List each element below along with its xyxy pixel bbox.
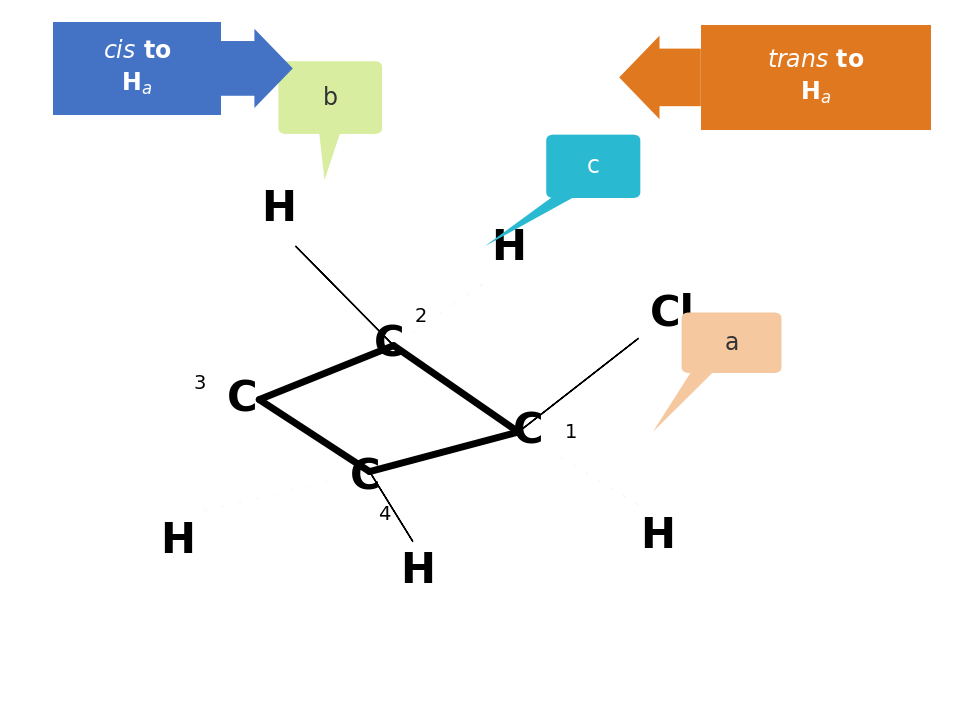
Text: C: C (349, 456, 380, 498)
Text: H: H (261, 188, 296, 230)
Text: 2: 2 (415, 307, 426, 326)
Text: H: H (400, 550, 435, 592)
Polygon shape (221, 29, 293, 108)
Text: 4: 4 (378, 505, 390, 524)
FancyBboxPatch shape (701, 25, 931, 130)
FancyBboxPatch shape (682, 312, 781, 373)
Text: H: H (492, 228, 526, 269)
FancyBboxPatch shape (53, 22, 221, 115)
Text: 3: 3 (194, 374, 205, 393)
Polygon shape (296, 246, 394, 346)
Text: C: C (513, 411, 543, 453)
Text: $\it{trans}$ to
H$_a$: $\it{trans}$ to H$_a$ (767, 48, 865, 107)
Polygon shape (518, 338, 638, 432)
Text: H: H (640, 516, 675, 557)
Text: C: C (227, 379, 257, 420)
Polygon shape (370, 472, 413, 541)
Text: H: H (160, 521, 195, 562)
Polygon shape (319, 128, 342, 180)
Text: Cl: Cl (650, 292, 694, 334)
FancyBboxPatch shape (278, 61, 382, 134)
Text: $\it{cis}$ to
H$_a$: $\it{cis}$ to H$_a$ (103, 40, 171, 97)
Polygon shape (619, 35, 701, 120)
Text: b: b (323, 86, 338, 109)
Text: a: a (725, 330, 738, 355)
Polygon shape (653, 367, 718, 432)
Text: C: C (373, 323, 404, 365)
FancyBboxPatch shape (546, 135, 640, 198)
Polygon shape (485, 192, 583, 246)
Text: c: c (587, 154, 600, 179)
Text: 1: 1 (565, 423, 577, 441)
